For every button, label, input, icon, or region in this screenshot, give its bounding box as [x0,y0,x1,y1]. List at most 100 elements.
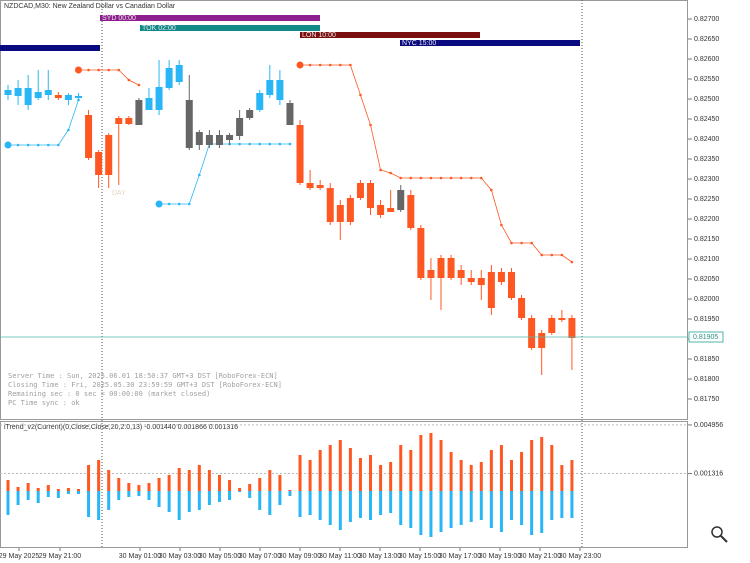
candle-body [155,87,163,110]
indicator-bar-positive [147,483,151,491]
candle-body [397,190,405,210]
indicator-bar-positive [56,489,60,491]
x-tick-label: 29 May 2025 [0,553,39,560]
indicator-bar-positive [499,445,503,491]
band-dot [339,63,342,67]
indicator-bar-negative [449,491,453,528]
indicator-bar-positive [238,488,242,491]
indicator-bar-negative [409,491,413,528]
candle-body [226,135,234,140]
indicator-bar-negative [389,491,393,513]
info-line: Remaining sec : 0 sec = 00:00:00 (market… [8,390,210,398]
band-dot [26,143,30,147]
indicator-bar-positive [530,440,534,491]
indicator-bar-negative [16,491,20,505]
indicator-bar-negative [278,491,282,505]
band-dot [449,176,453,180]
y-tick-label: 0.81750 [694,396,719,403]
indicator-bar-positive [137,485,141,491]
x-tick-label: 30 May 07:00 [239,553,282,560]
indicator-panel [0,421,688,548]
band-dot [419,176,423,180]
candle-body [195,132,203,145]
indicator-bar-negative [520,491,524,525]
indicator-bar-positive [97,460,101,491]
candle-body [568,318,576,338]
indicator-bar-positive [87,465,91,491]
indicator-bar-positive [459,460,463,491]
x-tick-label: 29 May 21:00 [39,553,82,560]
candle-body [4,90,12,95]
candle-body [306,183,314,188]
indicator-bar-positive [550,445,554,491]
band-dot [77,68,80,72]
indicator-bar-positive [419,435,423,491]
zoom-handle[interactable] [720,535,728,543]
x-tick-label: 30 May 13:00 [359,553,402,560]
candle-body [497,272,505,282]
indicator-bar-negative [459,491,463,525]
y-tick-label: 0.82450 [694,116,719,123]
indicator-bar-negative [379,491,383,515]
band-dot [6,143,10,147]
band-dot [369,123,372,127]
band-dot [510,241,513,245]
candle-body [185,100,193,148]
y-tick-label: 0.82050 [694,276,719,283]
candle-body [326,188,334,222]
indicator-bar-positive [258,478,262,491]
indicator-bar-positive [217,475,221,491]
y-tick-label: 0.82400 [694,136,719,143]
candle-body [95,152,103,175]
indicator-bar-positive [167,475,171,491]
x-tick-label: 30 May 01:00 [119,553,162,560]
x-tick-label: 30 May 19:00 [479,553,522,560]
indicator-bar-negative [66,491,70,494]
band-dot [278,142,282,146]
band-dot [520,241,523,245]
band-dot [87,68,90,72]
y-tick-label: 0.82550 [694,76,719,83]
bid-label: 0.81905 [693,334,718,341]
indicator-bar-positive [540,437,544,491]
session-label: NYC 15:00 [402,40,436,47]
indicator-bar-positive [409,450,413,491]
indicator-bar-negative [137,491,141,496]
zoom-lens[interactable] [711,526,723,538]
indicator-bar-positive [46,485,50,491]
zoom-icon[interactable] [711,526,728,543]
session-bar [400,40,580,46]
y-tick-label: 0.82150 [694,236,719,243]
band-dot [349,63,352,67]
band-dot [379,168,382,172]
band-dot [318,63,322,67]
band-dot [399,176,403,180]
candle-body [447,258,455,278]
x-tick-label: 30 May 21:00 [519,553,562,560]
session-bar [300,32,480,38]
session-bar [0,45,100,51]
band-dot [97,68,100,72]
band-dot [127,78,131,82]
candle-body [518,298,526,318]
session-bar [140,25,320,31]
band-dot [36,143,40,147]
indicator-bar-positive [570,460,574,491]
band-dot [359,93,362,97]
indicator-bar-negative [157,491,161,507]
candle-body [417,228,425,278]
chart-title: NZDCAD,M30: New Zealand Dollar vs Canadi… [4,3,176,10]
y-tick-label: 0.81950 [694,316,719,323]
indicator-bar-positive [36,488,40,491]
indicator-bar-negative [469,491,473,522]
candle-body [558,318,566,320]
indicator-bar-negative [177,491,181,520]
indicator-bar-negative [228,491,232,500]
indicator-bar-negative [429,491,433,537]
band-dot [469,176,473,180]
y-tick-label: 0.82100 [694,256,719,263]
indicator-bar-negative [248,491,252,498]
indicator-bar-negative [268,491,272,515]
indicator-bar-positive [510,460,513,491]
